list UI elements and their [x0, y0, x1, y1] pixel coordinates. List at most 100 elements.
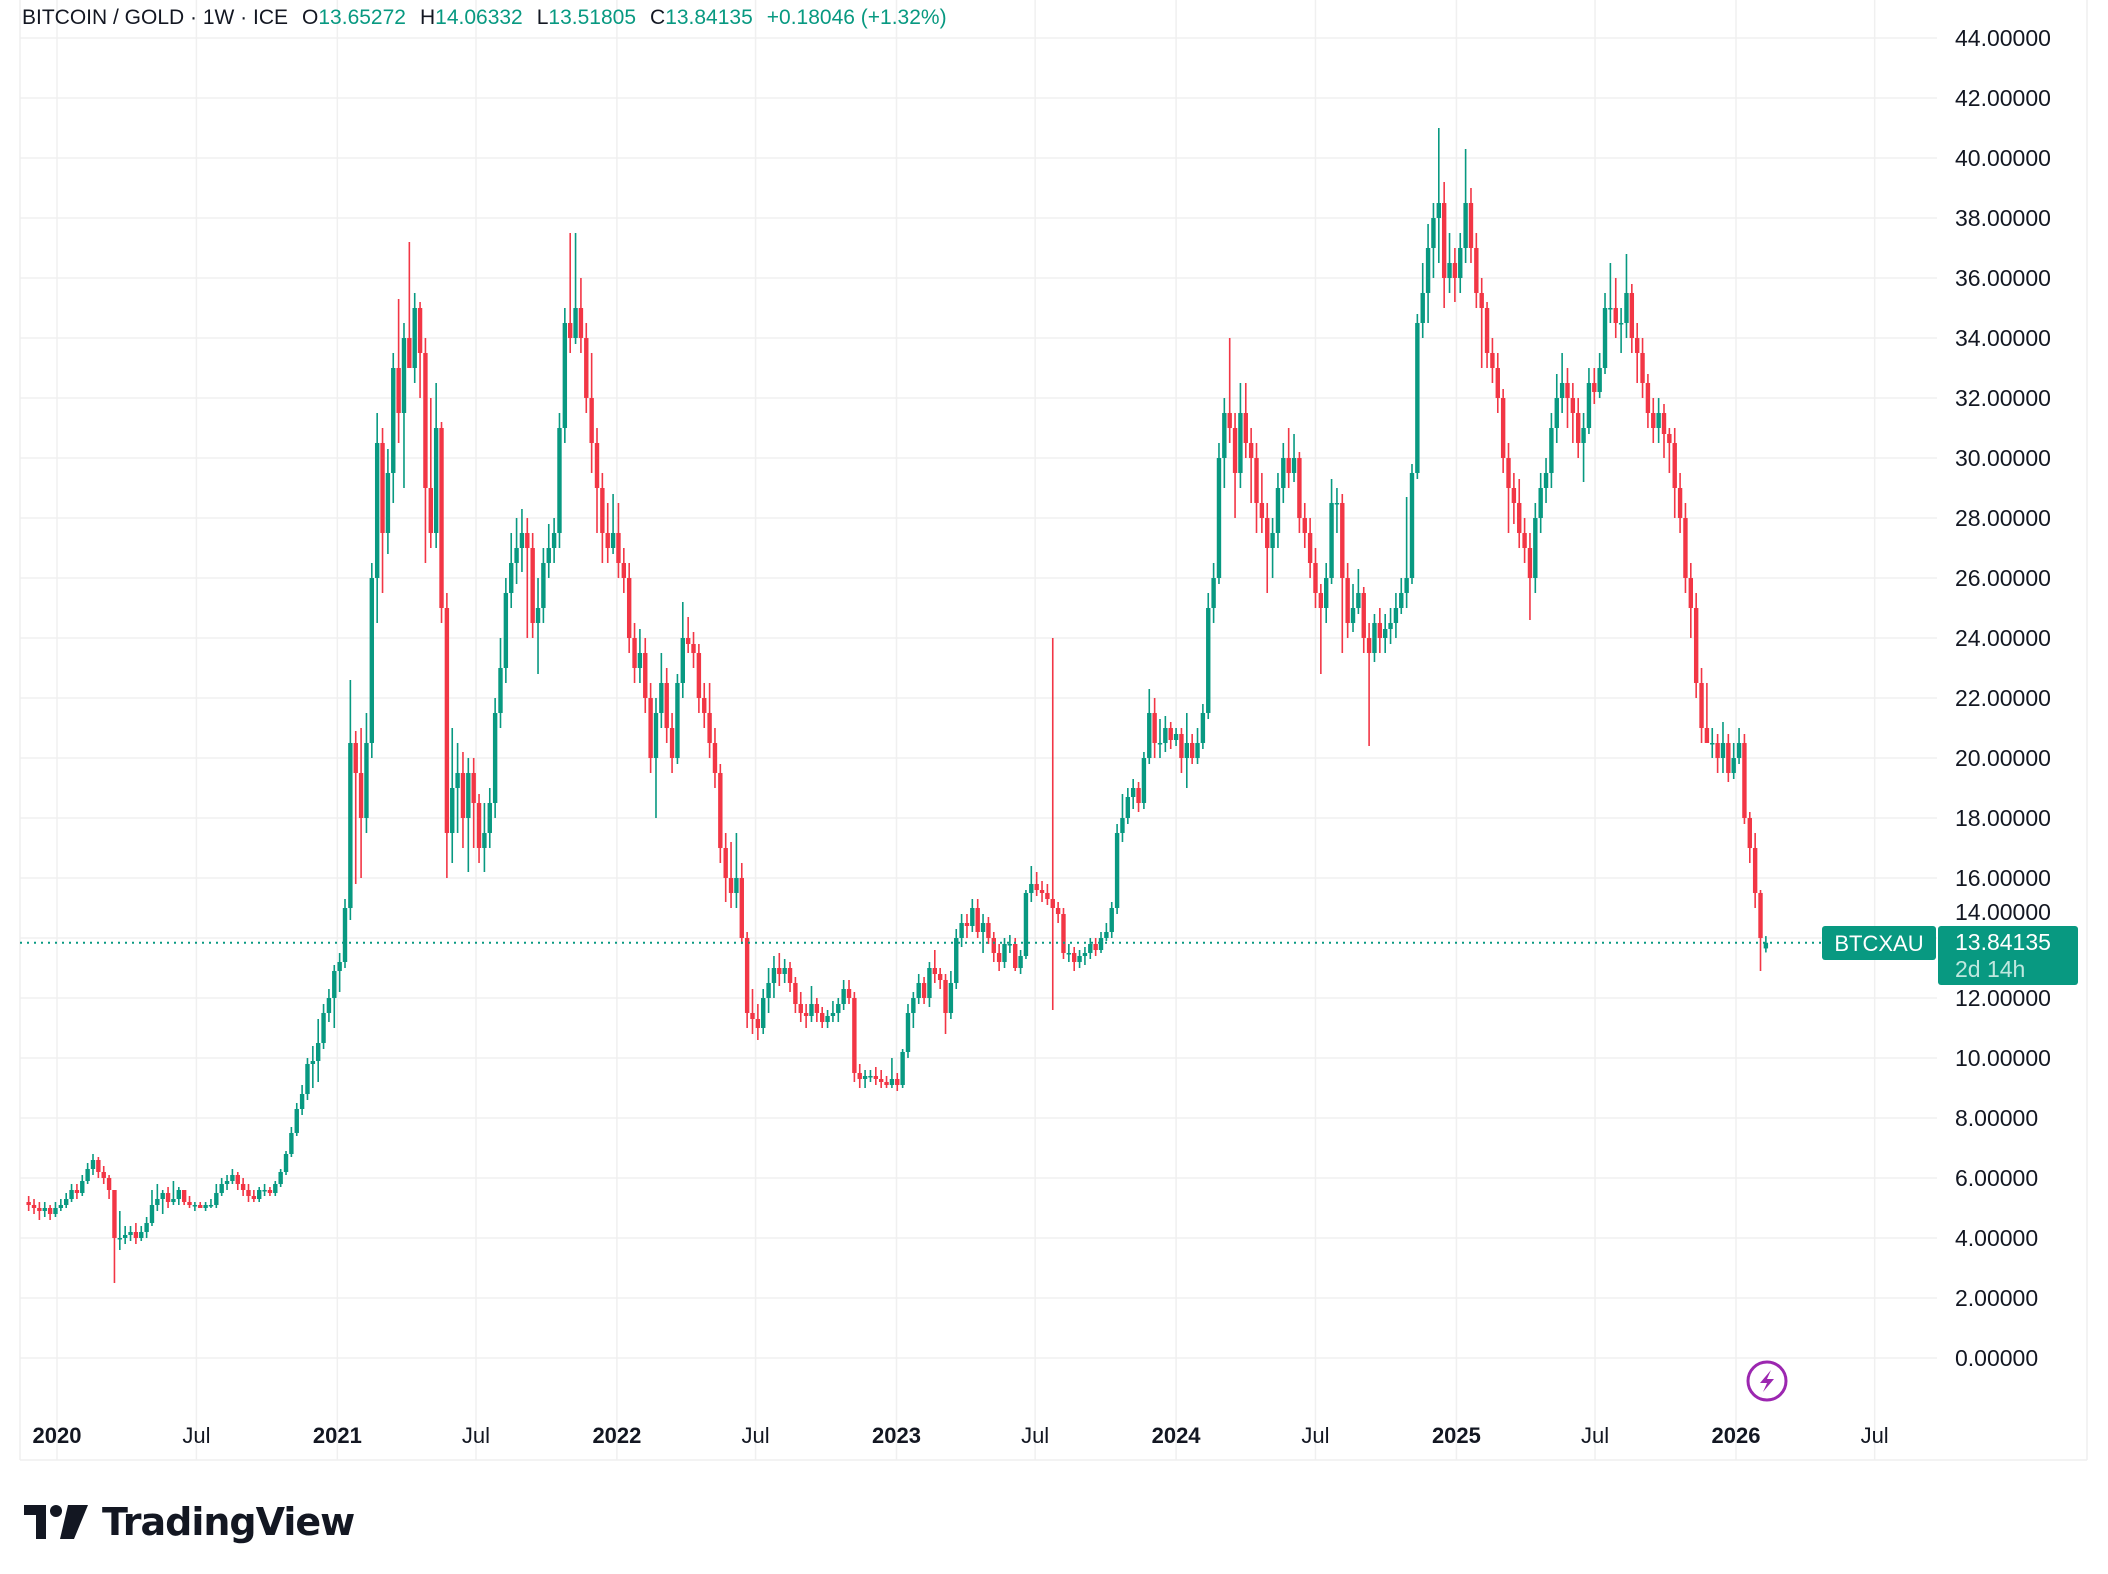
candle [1677, 473, 1683, 533]
candle-body [1415, 323, 1420, 473]
candle-body [1168, 728, 1173, 740]
candle-body [1125, 797, 1131, 818]
candle [777, 953, 782, 986]
candle-body [1656, 413, 1661, 428]
candle-body [444, 608, 450, 833]
price-axis[interactable]: 0.00000 2.00000 4.00000 6.00000 8.00000 10.00… [1955, 25, 2051, 1371]
candle [176, 1187, 181, 1205]
candle-body [342, 908, 348, 962]
candle-body [176, 1190, 181, 1199]
candle-body [224, 1181, 230, 1184]
time-axis[interactable]: 2020 Jul 2021 Jul 2022 Jul 2023 Jul 2024 Jul 2025 J… [33, 1423, 1889, 1448]
candle [900, 1049, 905, 1088]
tradingview-logo-icon [24, 1505, 88, 1539]
candle-body [1275, 488, 1281, 533]
candle [1634, 323, 1640, 383]
candle [1243, 383, 1248, 458]
price-tick-label: 44.00000 [1955, 25, 2051, 51]
candle-body [1211, 578, 1216, 608]
price-tick-label: 42.00000 [1955, 85, 2051, 111]
candle [728, 842, 734, 908]
candle [814, 998, 820, 1022]
candle-body [937, 974, 943, 980]
lightning-icon[interactable] [1746, 1360, 1788, 1402]
candle [1645, 374, 1651, 428]
price-tick-label: 38.00000 [1955, 205, 2051, 231]
candle-body [1184, 743, 1190, 758]
candle-body [299, 1094, 305, 1109]
candle-body [106, 1178, 112, 1190]
candle-body [326, 998, 332, 1013]
price-tick-label: 14.00000 [1955, 899, 2051, 925]
candle [1125, 788, 1131, 824]
price-tick-label: 12.00000 [1955, 985, 2051, 1011]
candle [1527, 533, 1533, 620]
candle [766, 968, 771, 1013]
candle [1554, 374, 1559, 443]
candle-body [1200, 713, 1206, 743]
candle-body [1420, 293, 1425, 323]
candle-body [766, 983, 771, 998]
candle-body [208, 1205, 214, 1207]
candle-body [1474, 248, 1479, 293]
candle [1104, 923, 1109, 941]
candle [224, 1175, 230, 1190]
candle [1533, 503, 1538, 593]
candle-body [1747, 818, 1752, 848]
candle [37, 1202, 42, 1220]
candle-body [1500, 398, 1506, 458]
candle [541, 548, 546, 623]
candle-body [830, 1013, 836, 1016]
candle-body [803, 1013, 809, 1016]
candle [101, 1166, 106, 1184]
candle-body [1393, 608, 1399, 623]
candle-body [723, 848, 728, 878]
candle-body [1050, 899, 1055, 908]
candle-body [707, 713, 712, 743]
candle-body [401, 338, 407, 413]
candle [1195, 728, 1200, 764]
candle [353, 731, 358, 884]
candle-body [691, 644, 696, 653]
candle-body [1329, 503, 1334, 578]
candle [1259, 473, 1265, 533]
candle [905, 1004, 911, 1058]
tradingview-logo[interactable]: TradingView [24, 1500, 355, 1544]
candle-body [519, 533, 525, 548]
candle [1366, 623, 1372, 746]
price-tick-label: 20.00000 [1955, 745, 2051, 771]
candle-body [58, 1205, 64, 1208]
candle-body [1490, 353, 1495, 368]
symbol-title[interactable]: BITCOIN / GOLD · 1W · ICE [22, 6, 289, 29]
candle-body [305, 1064, 310, 1094]
candle [26, 1196, 31, 1211]
candle-body [80, 1181, 85, 1193]
candle [85, 1163, 90, 1184]
candle-body [428, 488, 433, 533]
candle [1463, 149, 1468, 263]
candle [1538, 473, 1543, 533]
candle-body [1693, 608, 1699, 683]
candle [283, 1151, 289, 1175]
candle-body [809, 1004, 814, 1016]
candle-body [230, 1175, 235, 1181]
price-tick-label: 28.00000 [1955, 505, 2051, 531]
candle [1629, 284, 1635, 353]
candle-body [1179, 734, 1184, 758]
candle [659, 653, 664, 728]
candle [471, 758, 476, 848]
candle-body [165, 1193, 171, 1202]
candle [948, 971, 954, 1019]
candle-body [584, 338, 589, 398]
candle-body [1399, 593, 1404, 608]
candle [1388, 608, 1393, 644]
candle-body [1297, 458, 1302, 518]
candle-body [1522, 533, 1527, 548]
candle [1200, 704, 1206, 749]
candle-body [26, 1202, 31, 1205]
candle-body [1447, 263, 1452, 278]
candle [487, 788, 492, 848]
candle [771, 956, 777, 998]
candle-body [905, 1013, 911, 1052]
